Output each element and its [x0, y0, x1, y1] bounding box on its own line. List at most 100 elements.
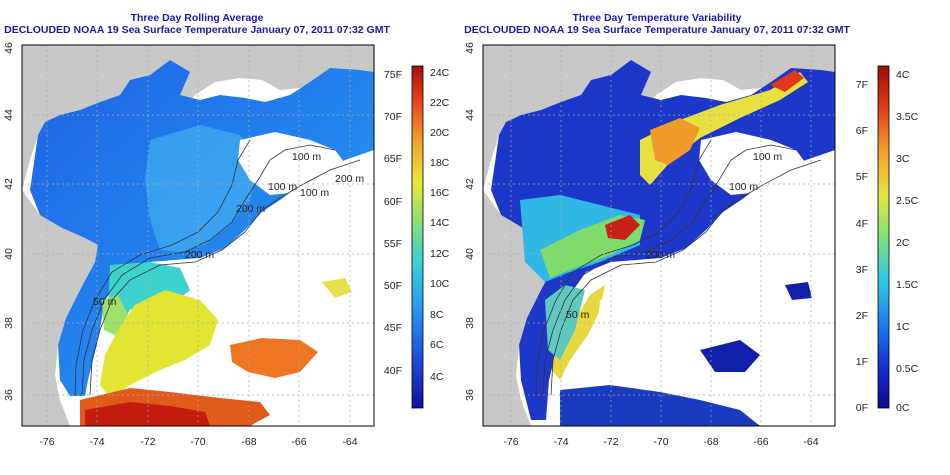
- left-map: 100 m 200 m 200 m 100 m 200 m 100 m 50 m…: [3, 42, 450, 448]
- colorbar-label: 8C: [430, 309, 444, 321]
- colorbar-label: 4C: [430, 371, 444, 383]
- colorbar-label: 18C: [430, 157, 450, 169]
- colorbar-label: 24C: [430, 67, 450, 79]
- right-map-title: Three Day Temperature Variability: [572, 12, 742, 24]
- left-sst-yellow-patch: [322, 278, 352, 298]
- lat-tick: 44: [3, 109, 15, 121]
- left-sst-orange-patch: [230, 338, 318, 378]
- right-var-dark: [700, 340, 760, 372]
- lon-tick: -74: [89, 436, 104, 448]
- left-colorbar: [411, 65, 424, 409]
- colorbar-label: 0.5C: [896, 363, 919, 375]
- lon-tick: -76: [503, 436, 518, 448]
- lat-tick: 46: [3, 42, 15, 54]
- right-contour-label-1: 100 m: [753, 151, 782, 163]
- colorbar-label: 14C: [430, 217, 450, 229]
- colorbar-label: 1.5C: [896, 279, 919, 291]
- lat-tick: 46: [464, 42, 476, 54]
- lat-tick: 42: [464, 178, 476, 190]
- right-var-hot-ridge: [770, 70, 804, 92]
- colorbar-label: 55F: [384, 238, 402, 250]
- right-var-ridge-2: [650, 118, 700, 165]
- left-lat-axis: 36 38 40 42 44 46: [3, 42, 15, 401]
- left-contour-label-7: 50 m: [93, 296, 117, 308]
- lon-tick: -72: [140, 436, 155, 448]
- lon-tick: -68: [703, 436, 718, 448]
- lon-tick: -66: [291, 436, 306, 448]
- left-contour-50m: [74, 139, 251, 397]
- right-graticule: [483, 45, 835, 426]
- right-var-shelfbreak: [640, 72, 808, 185]
- colorbar-label: 2C: [896, 237, 910, 249]
- lon-tick: -64: [803, 436, 818, 448]
- left-graticule: [22, 45, 374, 426]
- left-land-northeast: [170, 45, 374, 130]
- left-map-title: Three Day Rolling Average: [130, 12, 264, 24]
- left-colorbar-f-labels: 75F 70F 65F 60F 55F 50F 45F 40F: [384, 69, 402, 377]
- lat-tick: 38: [464, 317, 476, 329]
- left-land: [22, 45, 170, 190]
- right-lat-axis: 36 38 40 42 44 46: [464, 42, 476, 401]
- right-var-darkspot: [785, 282, 812, 300]
- lon-tick: -68: [241, 436, 256, 448]
- colorbar-label: 10C: [430, 278, 450, 290]
- left-contour-label-5: 200 m: [236, 203, 265, 215]
- lon-tick: -64: [342, 436, 357, 448]
- right-var-south-green: [545, 285, 585, 360]
- lon-tick: -66: [753, 436, 768, 448]
- right-colorbar-f-labels: 7F 6F 5F 4F 3F 2F 1F 0F: [856, 79, 868, 414]
- right-map-subtitle: DECLOUDED NOAA 19 Sea Surface Temperatur…: [464, 24, 850, 36]
- lon-tick: -74: [553, 436, 568, 448]
- colorbar-label: 6F: [856, 125, 868, 137]
- right-land-northeast: [631, 45, 835, 130]
- colorbar-label: 20C: [430, 127, 450, 139]
- lat-tick: 40: [464, 248, 476, 260]
- right-land: [483, 45, 631, 190]
- right-contour-label-4: 50 m: [566, 309, 590, 321]
- left-map-subtitle: DECLOUDED NOAA 19 Sea Surface Temperatur…: [4, 24, 390, 36]
- left-contour-label-6: 100 m: [300, 187, 329, 199]
- left-contour-label-4: 100 m: [268, 181, 297, 193]
- right-contour-label-2: 100 m: [729, 181, 758, 193]
- left-land-coast: [22, 190, 98, 426]
- colorbar-label: 65F: [384, 153, 402, 165]
- left-colorbar-c-labels: 24C 22C 20C 18C 16C 14C 12C 10C 8C 6C 4C: [430, 67, 450, 383]
- right-colorbar-c-labels: 4C 3.5C 3C 2.5C 2C 1.5C 1C 0.5C 0C: [896, 69, 919, 414]
- left-sst-yellow: [100, 290, 218, 398]
- left-sst-hot: [85, 402, 210, 426]
- colorbar-label: 5F: [856, 171, 868, 183]
- colorbar-label: 50F: [384, 280, 402, 292]
- colorbar-label: 1C: [896, 321, 910, 333]
- lat-tick: 44: [464, 109, 476, 121]
- colorbar-label: 3C: [896, 153, 910, 165]
- colorbar-label: 70F: [384, 111, 402, 123]
- colorbar-label: 4F: [856, 218, 868, 230]
- lat-tick: 36: [464, 389, 476, 401]
- right-contour-label-3: 200 m: [646, 249, 675, 261]
- colorbar-label: 1F: [856, 356, 868, 368]
- left-contour-label-2: 200 m: [335, 173, 364, 185]
- left-sst-mid: [108, 262, 190, 330]
- right-contour-50m: [535, 139, 712, 397]
- colorbar-label: 2F: [856, 310, 868, 322]
- colorbar-label: 0C: [896, 402, 910, 414]
- colorbar-label: 45F: [384, 322, 402, 334]
- lat-tick: 42: [3, 178, 15, 190]
- colorbar-label: 16C: [430, 187, 450, 199]
- right-var-hot-spot: [605, 215, 640, 240]
- right-var-southridge: [552, 285, 605, 380]
- lat-tick: 38: [3, 317, 15, 329]
- left-contour-200m: [89, 159, 361, 396]
- lon-tick: -72: [603, 436, 618, 448]
- left-sst-green: [102, 295, 128, 335]
- right-lon-axis: -76 -74 -72 -70 -68 -66 -64: [503, 436, 818, 448]
- colorbar-label: 7F: [856, 79, 868, 91]
- left-contour-label-3: 200 m: [185, 249, 214, 261]
- right-contour-100m: [542, 144, 797, 396]
- lon-tick: -70: [653, 436, 668, 448]
- colorbar-label: 6C: [430, 339, 444, 351]
- lon-tick: -76: [39, 436, 54, 448]
- right-colorbar: [877, 65, 890, 409]
- colorbar-label: 22C: [430, 97, 450, 109]
